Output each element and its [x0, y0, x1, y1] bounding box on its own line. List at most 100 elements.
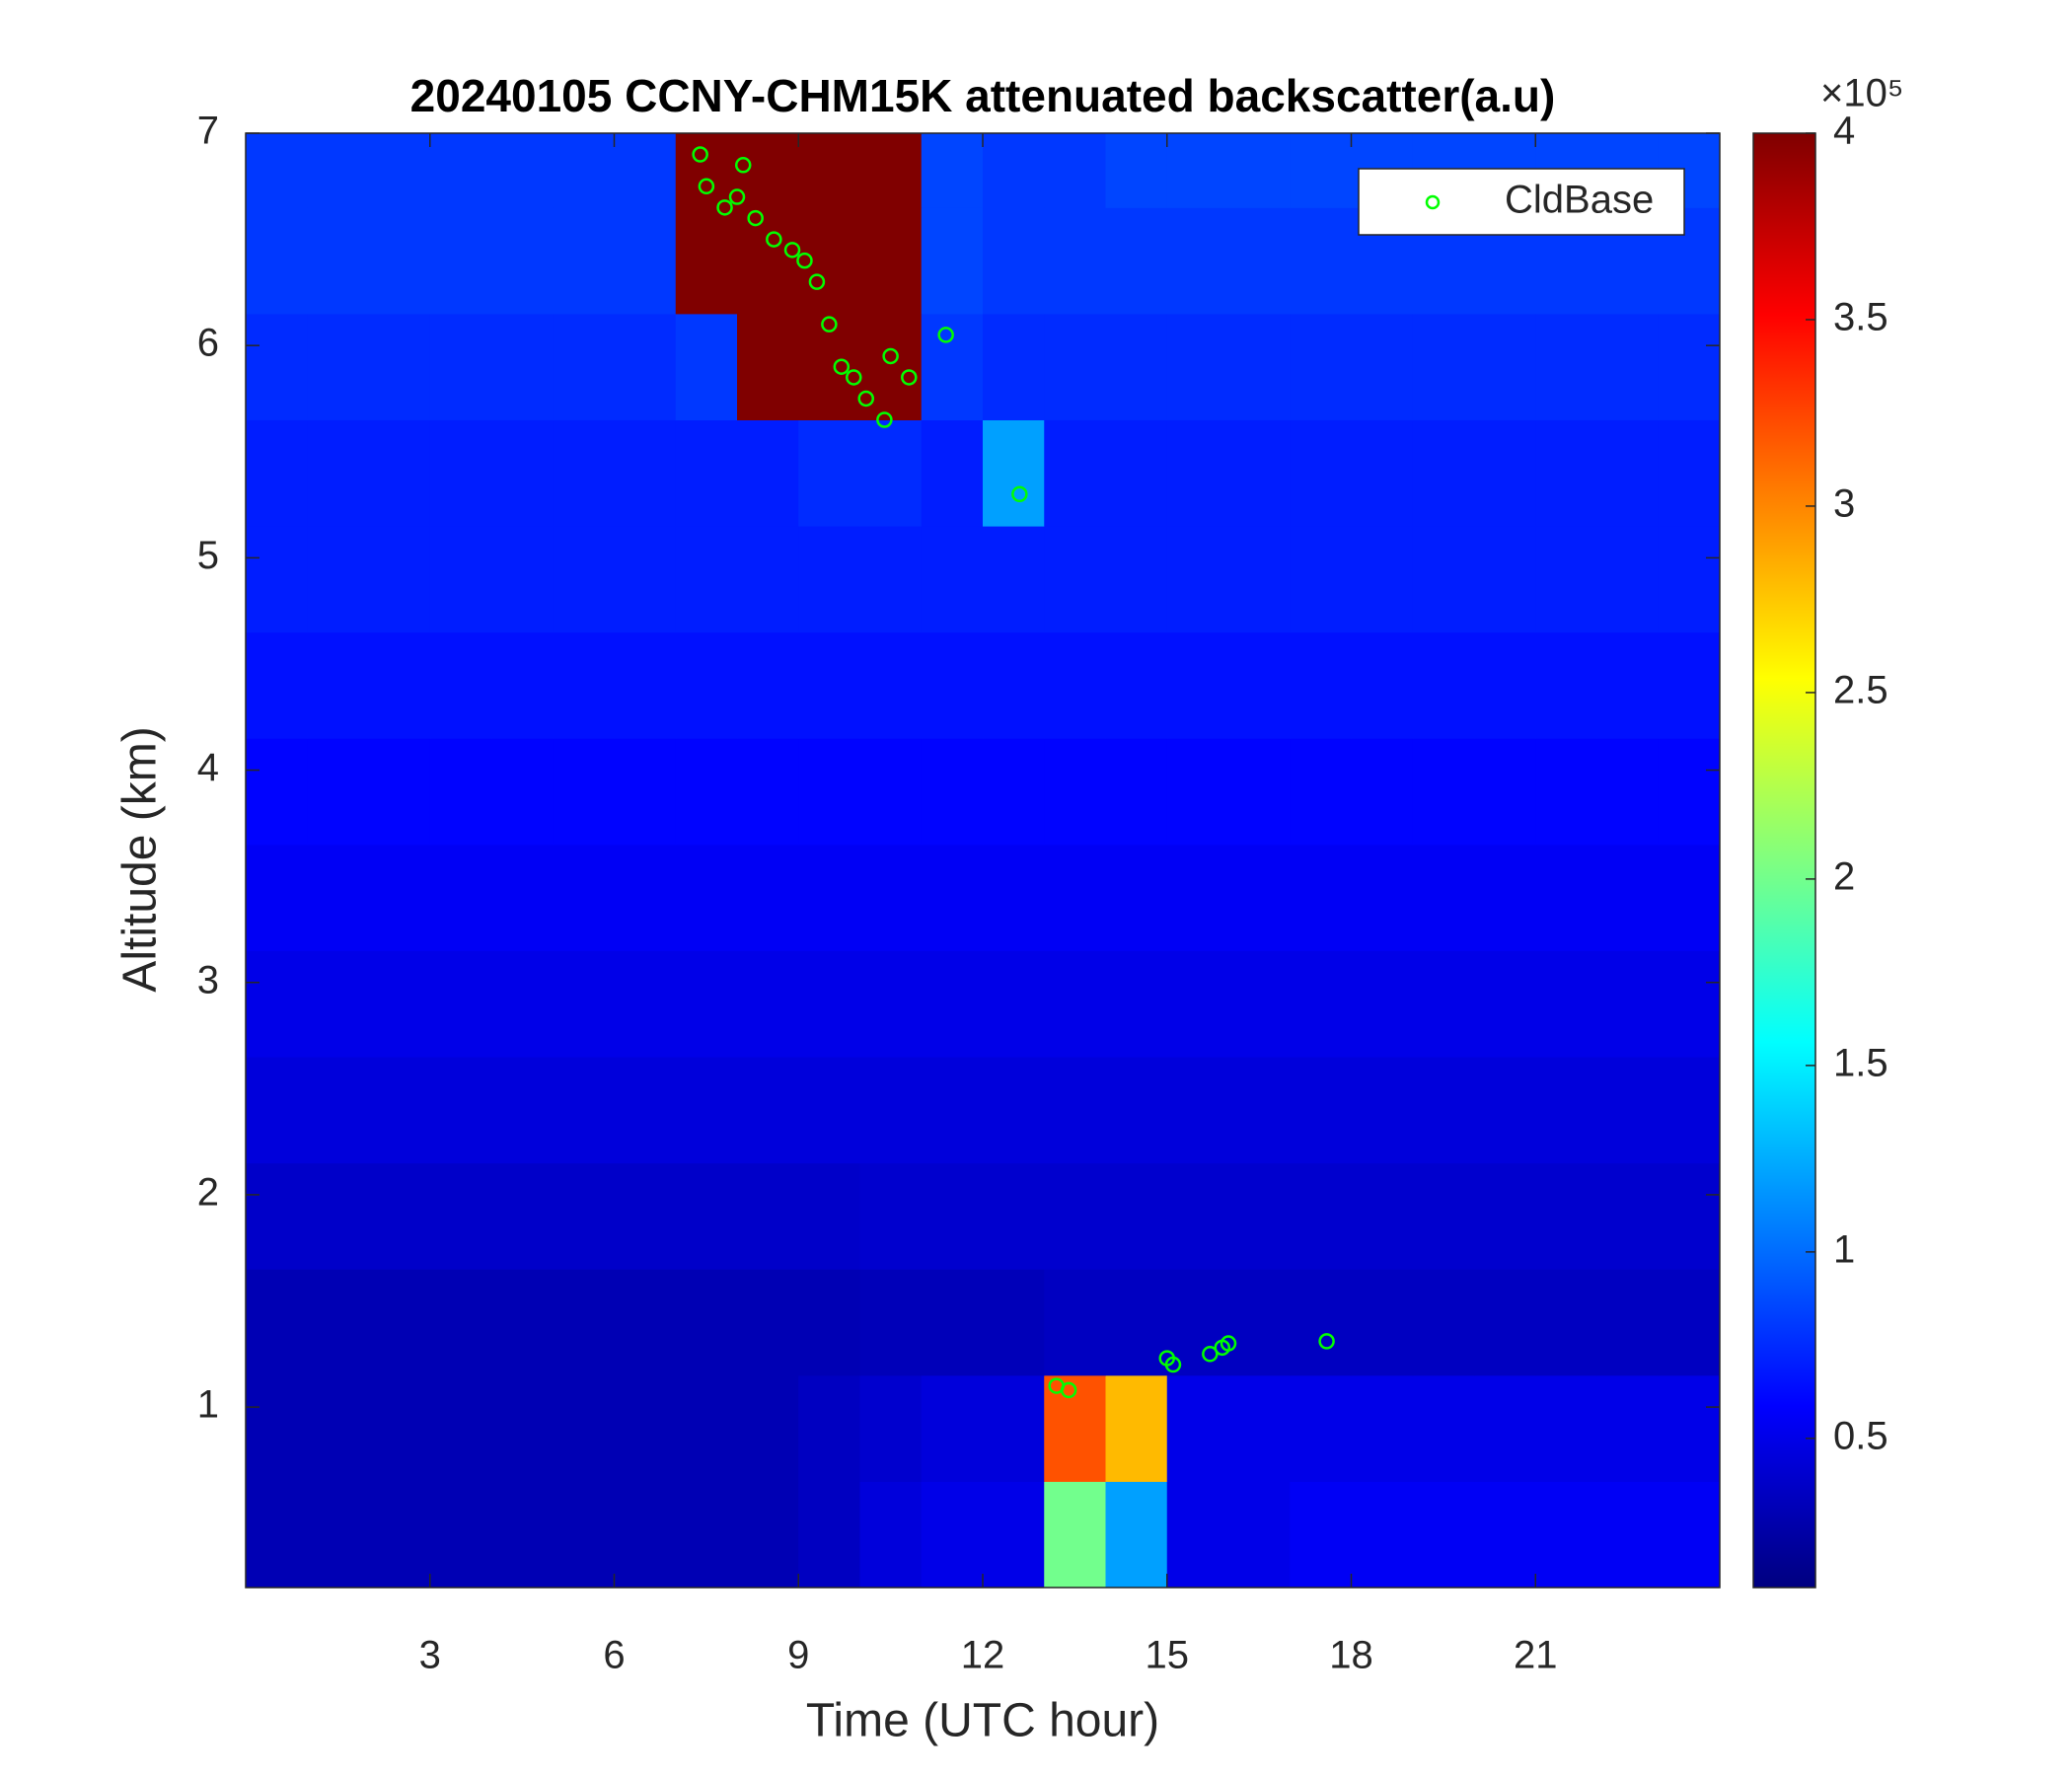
heatmap-cell — [983, 1057, 1045, 1164]
heatmap-cell — [368, 1057, 431, 1164]
heatmap-cell — [246, 950, 308, 1058]
x-tick-label: 3 — [419, 1634, 441, 1677]
heatmap-cell — [1228, 1162, 1291, 1270]
heatmap-cell — [1596, 631, 1660, 739]
cloud-base-marker — [1220, 1335, 1237, 1352]
heatmap-cell — [368, 844, 431, 951]
heatmap-cell — [1351, 1162, 1414, 1270]
heatmap-cell — [1290, 950, 1352, 1058]
heatmap-cell — [1044, 207, 1106, 315]
heatmap-cell — [859, 1269, 923, 1376]
heatmap-cell — [1351, 419, 1414, 527]
heatmap-cell — [798, 631, 860, 739]
heatmap-cell — [368, 207, 431, 315]
heatmap-cell — [307, 1374, 369, 1482]
heatmap-cell — [921, 1374, 984, 1482]
heatmap-cell — [614, 631, 677, 739]
heatmap-cell — [553, 419, 615, 527]
heatmap-cell — [553, 1162, 615, 1270]
heatmap-cell — [798, 1162, 860, 1270]
heatmap-cell — [429, 1057, 492, 1164]
heatmap-cell — [675, 133, 738, 208]
heatmap-cell — [1474, 950, 1536, 1058]
heatmap-cell — [983, 1162, 1045, 1270]
heatmap-cell — [675, 950, 738, 1058]
heatmap-cell — [429, 631, 492, 739]
heatmap-cell — [1596, 1162, 1660, 1270]
heatmap-cell — [1105, 1374, 1168, 1482]
heatmap-cell — [1596, 313, 1660, 420]
heatmap-cell — [307, 1162, 369, 1270]
heatmap-cell — [368, 1162, 431, 1270]
plot-frame — [245, 132, 1721, 1589]
heatmap-cell — [798, 526, 860, 633]
heatmap-cell — [1658, 1269, 1720, 1376]
heatmap-cell — [246, 207, 308, 315]
heatmap-cell — [1658, 1057, 1720, 1164]
heatmap-cell — [1535, 1162, 1597, 1270]
heatmap-cell — [1044, 419, 1106, 527]
legend-box — [1358, 168, 1685, 236]
heatmap-cell — [307, 1269, 369, 1376]
colorbar — [1752, 132, 1816, 1589]
heatmap-cell — [1228, 950, 1291, 1058]
heatmap-cell — [1105, 1481, 1168, 1588]
heatmap-cell — [983, 207, 1045, 315]
heatmap-cell — [675, 1057, 738, 1164]
heatmap-cell — [491, 207, 554, 315]
heatmap-cell — [491, 419, 554, 527]
heatmap-cell — [737, 1269, 799, 1376]
heatmap-cell — [675, 1374, 738, 1482]
legend: CldBase — [1358, 168, 1685, 236]
heatmap-cell — [553, 844, 615, 951]
heatmap-cell — [1596, 1057, 1660, 1164]
heatmap-cell — [1105, 844, 1168, 951]
heatmap-cell — [1290, 738, 1352, 846]
heatmap-cell — [1658, 419, 1720, 527]
heatmap-cell — [1596, 738, 1660, 846]
heatmap-cell — [1228, 1269, 1291, 1376]
heatmap-cell — [1228, 631, 1291, 739]
heatmap-cell — [429, 133, 492, 208]
heatmap-cell — [368, 419, 431, 527]
heatmap-cell — [798, 419, 860, 527]
heatmap-cell — [983, 313, 1045, 420]
heatmap-cell — [921, 631, 984, 739]
heatmap-cell — [246, 1057, 308, 1164]
y-tick-label: 4 — [197, 746, 219, 789]
heatmap-cell — [1044, 1481, 1106, 1588]
heatmap-cell — [491, 738, 554, 846]
heatmap-cell — [614, 950, 677, 1058]
heatmap-cell — [553, 526, 615, 633]
cloud-base-marker — [808, 273, 826, 290]
heatmap-cell — [1535, 738, 1597, 846]
heatmap-cell — [1474, 631, 1536, 739]
heatmap-cell — [1535, 1057, 1597, 1164]
heatmap-cell — [429, 419, 492, 527]
heatmap-cell — [614, 1481, 677, 1588]
heatmap-cell — [921, 844, 984, 951]
heatmap-cell — [1044, 313, 1106, 420]
heatmap-cell — [1412, 1374, 1475, 1482]
heatmap-cell — [983, 844, 1045, 951]
heatmap-cell — [1166, 419, 1229, 527]
cloud-base-marker — [857, 390, 874, 407]
heatmap-cell — [429, 1481, 492, 1588]
cloud-base-marker — [728, 188, 746, 205]
heatmap-cell — [1412, 1481, 1475, 1588]
heatmap-cell — [1166, 631, 1229, 739]
heatmap-cell — [491, 950, 554, 1058]
heatmap-cell — [1228, 207, 1291, 315]
heatmap-cell — [1166, 1057, 1229, 1164]
heatmap-cell — [1044, 1269, 1106, 1376]
heatmap-cell — [553, 207, 615, 315]
heatmap-cell — [246, 1162, 308, 1270]
y-tick-label: 5 — [197, 534, 219, 577]
heatmap-cell — [614, 1162, 677, 1270]
heatmap-cell — [737, 738, 799, 846]
heatmap-cell — [737, 631, 799, 739]
heatmap-cell — [307, 844, 369, 951]
heatmap-cell — [1105, 207, 1168, 315]
heatmap-cell — [307, 738, 369, 846]
